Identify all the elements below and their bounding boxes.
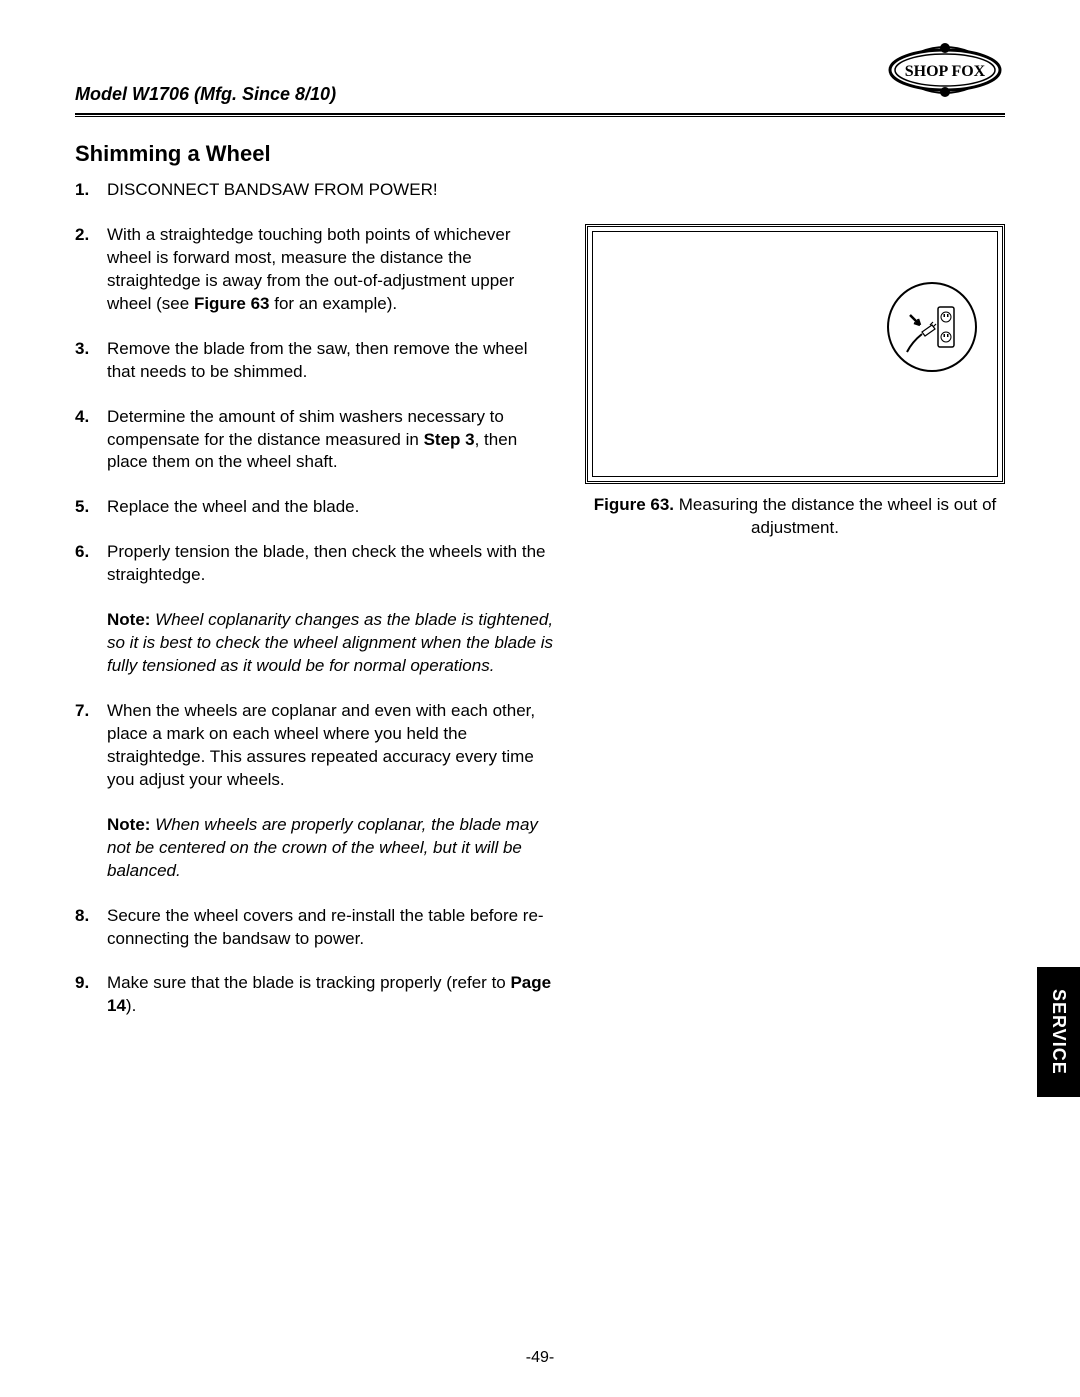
step-note: Note: When wheels are properly coplanar,…	[107, 814, 555, 883]
figure-caption-rest: Measuring the distance the wheel is out …	[674, 495, 996, 537]
service-side-tab: SERVICE	[1037, 967, 1080, 1097]
step-body: Properly tension the blade, then check t…	[107, 542, 546, 584]
step-body: Determine the amount of shim washers nec…	[107, 407, 517, 472]
step-body: Make sure that the blade is tracking pro…	[107, 973, 551, 1015]
note-text: When wheels are properly coplanar, the b…	[107, 815, 538, 880]
step-7: When the wheels are coplanar and even wi…	[75, 700, 555, 883]
note-label: Note:	[107, 815, 150, 834]
step-body: Remove the blade from the saw, then remo…	[107, 339, 528, 381]
figure-63-caption: Figure 63. Measuring the distance the wh…	[585, 494, 1005, 540]
step-note: Note: Wheel coplanarity changes as the b…	[107, 609, 555, 678]
step-5: Replace the wheel and the blade.	[75, 496, 555, 519]
step-6: Properly tension the blade, then check t…	[75, 541, 555, 678]
svg-text:SHOP FOX: SHOP FOX	[905, 63, 986, 80]
figure-caption-prefix: Figure 63.	[594, 495, 674, 514]
step-text-part: When the wheels are coplanar and even wi…	[107, 701, 535, 789]
step-body: With a straightedge touching both points…	[107, 225, 514, 313]
step-8: Secure the wheel covers and re-install t…	[75, 905, 555, 951]
shopfox-logo: SHOP FOX	[885, 40, 1005, 105]
note-text: Wheel coplanarity changes as the blade i…	[107, 610, 553, 675]
service-tab-label: SERVICE	[1048, 989, 1069, 1075]
section-title: Shimming a Wheel	[75, 141, 1005, 167]
step-body: Secure the wheel covers and re-install t…	[107, 906, 544, 948]
step-text-part: Make sure that the blade is tracking pro…	[107, 973, 510, 992]
step-1: DISCONNECT BANDSAW FROM POWER!	[75, 179, 555, 202]
page-number: -49-	[0, 1349, 1080, 1367]
model-header: Model W1706 (Mfg. Since 8/10)	[75, 84, 336, 105]
step-text-part: Step 3	[424, 430, 475, 449]
step-body: When the wheels are coplanar and even wi…	[107, 701, 535, 789]
step-text-part: DISCONNECT BANDSAW FROM POWER!	[107, 180, 438, 199]
step-9: Make sure that the blade is tracking pro…	[75, 972, 555, 1018]
step-text-part: Figure 63	[194, 294, 270, 313]
step-text-part: ).	[126, 996, 136, 1015]
step-4: Determine the amount of shim washers nec…	[75, 406, 555, 475]
step-text-part: Remove the blade from the saw, then remo…	[107, 339, 528, 381]
figure-column: Figure 63. Measuring the distance the wh…	[585, 179, 1005, 1040]
step-body: DISCONNECT BANDSAW FROM POWER!	[107, 180, 438, 199]
step-text-part: Properly tension the blade, then check t…	[107, 542, 546, 584]
figure-63-box	[585, 224, 1005, 484]
step-text-part: Replace the wheel and the blade.	[107, 497, 359, 516]
step-3: Remove the blade from the saw, then remo…	[75, 338, 555, 384]
step-2: With a straightedge touching both points…	[75, 224, 555, 316]
steps-column: DISCONNECT BANDSAW FROM POWER! With a str…	[75, 179, 555, 1040]
note-label: Note:	[107, 610, 150, 629]
header-rule	[75, 113, 1005, 117]
step-text-part: for an example).	[270, 294, 398, 313]
outlet-unplug-icon	[887, 282, 977, 372]
step-body: Replace the wheel and the blade.	[107, 497, 359, 516]
step-text-part: Secure the wheel covers and re-install t…	[107, 906, 544, 948]
